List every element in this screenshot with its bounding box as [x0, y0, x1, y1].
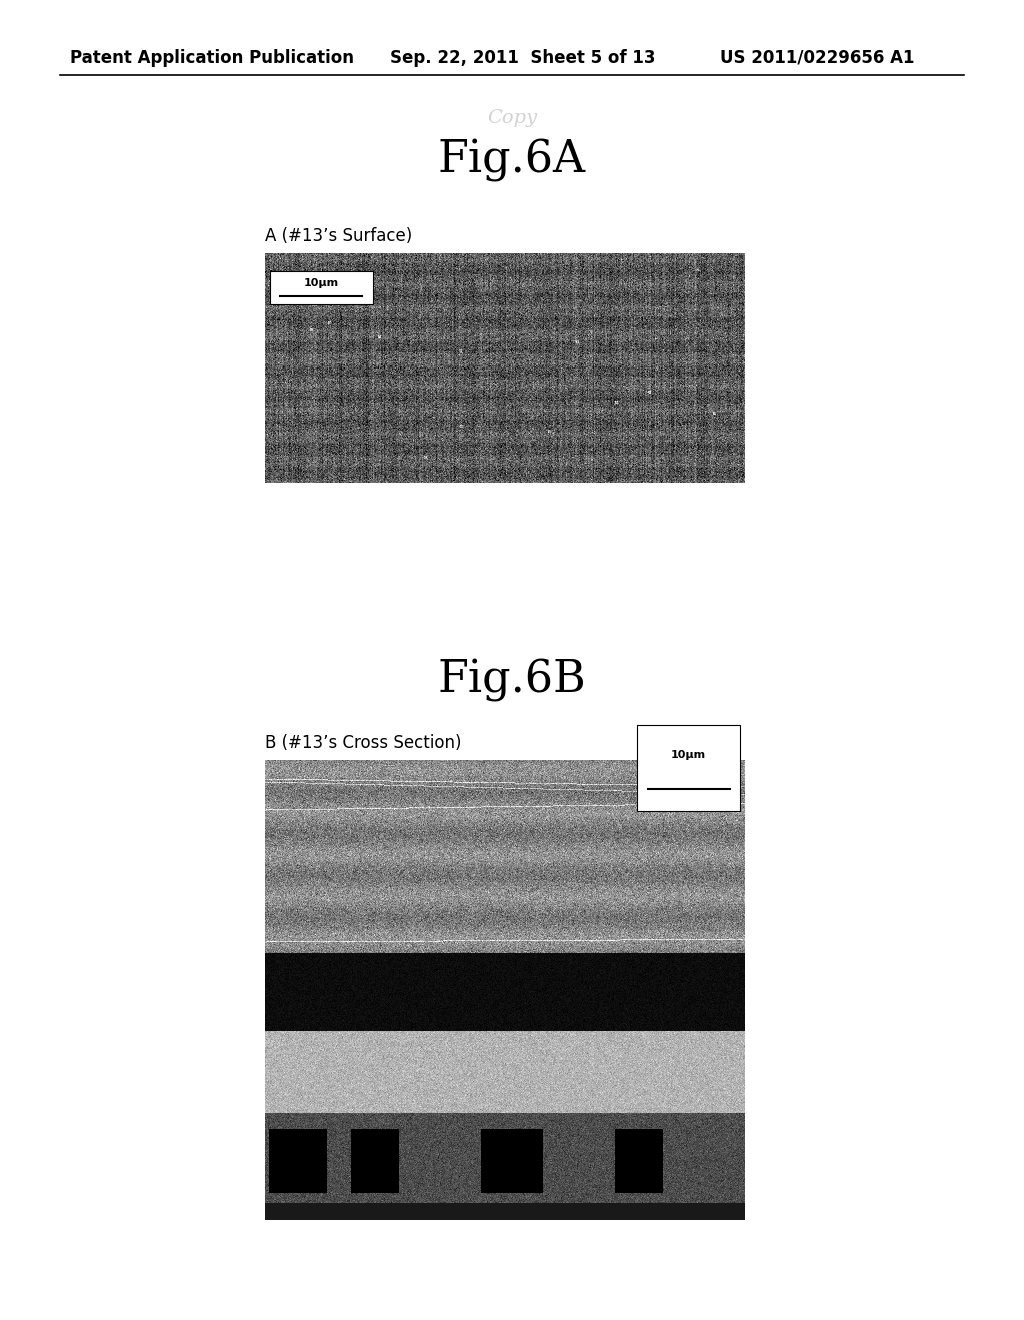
Text: A (#13’s Surface): A (#13’s Surface)	[265, 227, 413, 246]
FancyBboxPatch shape	[270, 272, 373, 304]
Text: Patent Application Publication: Patent Application Publication	[70, 49, 354, 67]
Text: Sep. 22, 2011  Sheet 5 of 13: Sep. 22, 2011 Sheet 5 of 13	[390, 49, 655, 67]
Text: 10μm: 10μm	[671, 750, 707, 760]
Text: 15kV    ×1,000    10μm: 15kV ×1,000 10μm	[269, 470, 387, 479]
Text: Copy: Copy	[487, 110, 537, 127]
Text: Fig.6A: Fig.6A	[438, 139, 586, 182]
Text: 10μm: 10μm	[304, 277, 339, 288]
Text: B (#13’s Cross Section): B (#13’s Cross Section)	[265, 734, 462, 752]
Text: Fig.6B: Fig.6B	[437, 659, 587, 702]
Text: US 2011/0229656 A1: US 2011/0229656 A1	[720, 49, 914, 67]
FancyBboxPatch shape	[638, 725, 740, 810]
